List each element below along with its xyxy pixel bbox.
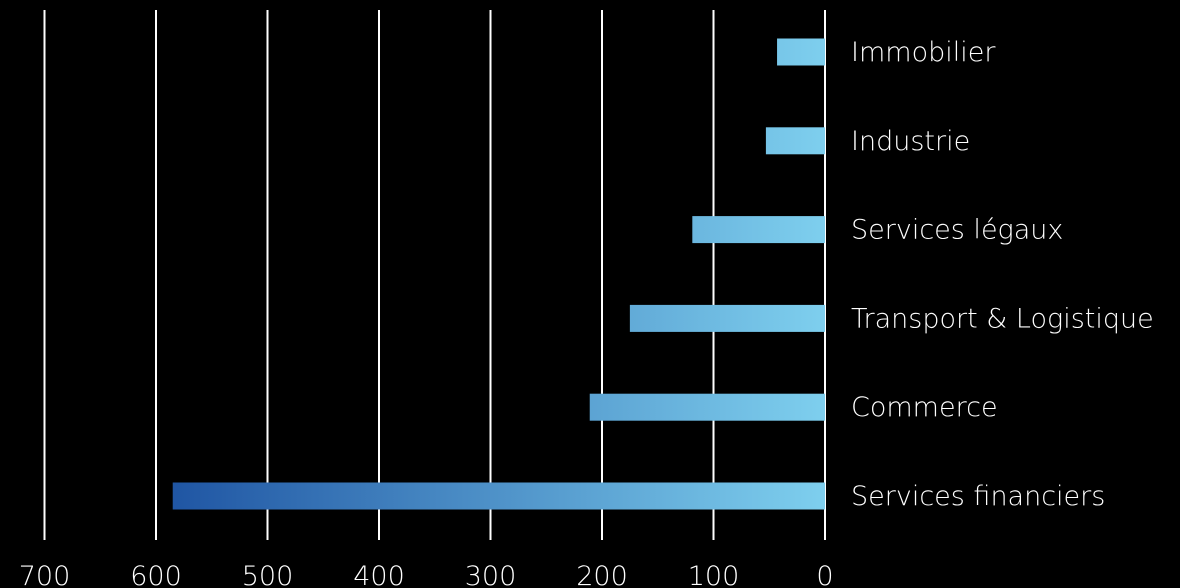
x-tick-label-100: 100 <box>688 561 740 588</box>
category-label-immobilier: Immobilier <box>851 37 996 68</box>
category-label-services-financiers: Services financiers <box>851 481 1105 512</box>
x-tick-label-300: 300 <box>465 561 517 588</box>
bar-industrie <box>765 127 825 155</box>
grid-lines <box>43 10 826 540</box>
bar-transport-logistique <box>629 304 825 332</box>
category-label-industrie: Industrie <box>851 126 970 157</box>
bars <box>172 38 826 510</box>
category-label-transport-logistique: Transport & Logistique <box>851 303 1154 334</box>
bar-services-legaux <box>692 216 825 244</box>
x-tick-label-700: 700 <box>19 561 71 588</box>
x-tick-label-500: 500 <box>242 561 294 588</box>
bar-services-financiers <box>172 482 826 510</box>
x-axis-tick-labels: 700 600 500 400 300 200 100 0 <box>19 561 834 588</box>
x-tick-label-400: 400 <box>353 561 405 588</box>
category-labels: Immobilier Industrie Services légaux Transp… <box>851 37 1154 512</box>
x-tick-label-0: 0 <box>816 561 833 588</box>
bar-commerce <box>589 393 825 421</box>
x-tick-label-600: 600 <box>130 561 182 588</box>
x-tick-label-200: 200 <box>576 561 628 588</box>
category-label-services-legaux: Services légaux <box>851 215 1063 246</box>
category-label-commerce: Commerce <box>851 392 998 423</box>
bar-immobilier <box>777 38 825 66</box>
